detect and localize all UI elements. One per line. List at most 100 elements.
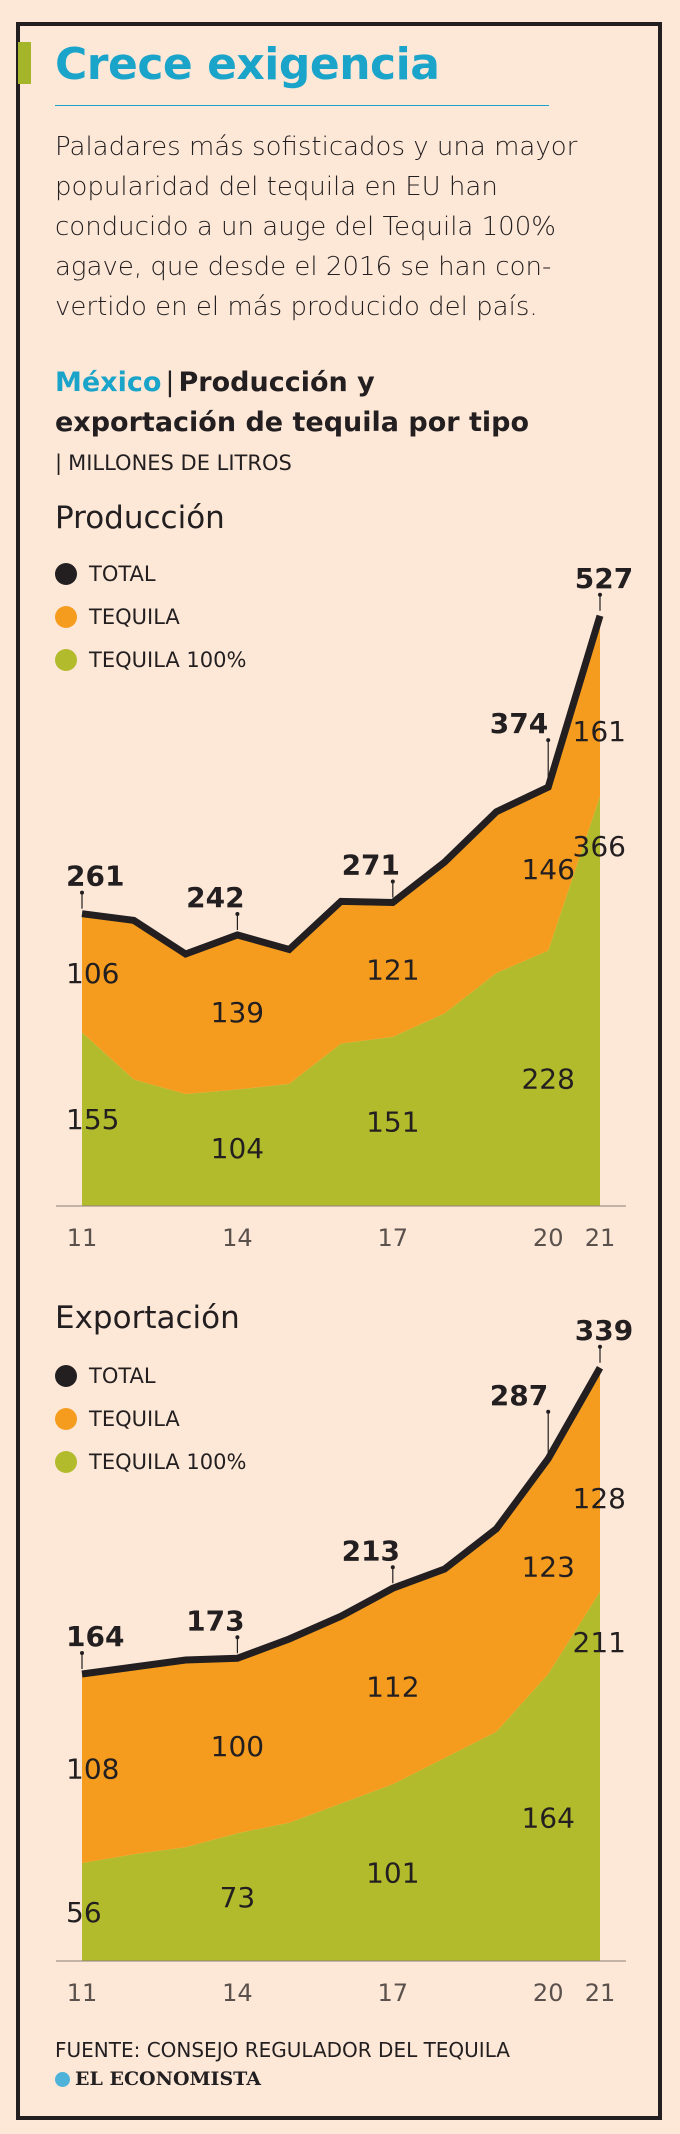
tequila-label: 123: [521, 1550, 574, 1583]
legend-label: TEQUILA 100%: [89, 1449, 247, 1474]
legend-tequila: TEQUILA: [55, 595, 246, 638]
subtitle-line-1: Producción y: [178, 367, 375, 398]
total-tick-dot: [235, 1635, 240, 1640]
legend-label: TEQUILA: [89, 604, 180, 629]
lede-line: Paladares más sofisticados y una mayor: [55, 132, 578, 162]
tequila100-label: 228: [521, 1062, 574, 1095]
tequila100-label: 164: [521, 1802, 574, 1835]
total-label: 527: [575, 562, 633, 595]
tequila-label: 139: [211, 996, 264, 1029]
total-label: 213: [342, 1534, 400, 1567]
brand-logo: EL ECONOMISTA: [55, 2068, 261, 2090]
legend-tequila: TEQUILA: [55, 1397, 246, 1440]
total-tick-dot: [546, 1409, 551, 1414]
export-legend: TOTAL TEQUILA TEQUILA 100%: [55, 1354, 246, 1483]
separator: |: [55, 451, 63, 475]
tequila100-area: [82, 1591, 600, 1961]
total-line: [81, 1366, 604, 1678]
legend-dot-tequila100: [55, 648, 77, 671]
x-tick-label: 14: [222, 1224, 253, 1252]
total-label: 374: [490, 707, 548, 740]
globe-icon: [55, 2071, 70, 2087]
x-tick-label: 21: [585, 1224, 616, 1252]
total-label: 173: [186, 1604, 244, 1637]
total-tick-dot: [546, 738, 551, 743]
total-label: 339: [575, 1314, 633, 1347]
x-tick-label: 20: [533, 1224, 564, 1252]
x-tick-label: 17: [378, 1224, 409, 1252]
total-label: 287: [490, 1379, 548, 1412]
lede-paragraph: Paladares más sofisticados y una mayor p…: [55, 127, 655, 327]
x-tick-label: 11: [67, 1979, 98, 2007]
units-text: MILLONES DE LITROS: [68, 451, 292, 475]
x-tick-label: 14: [222, 1979, 253, 2007]
legend-label: TOTAL: [89, 561, 156, 586]
tequila100-label: 101: [366, 1857, 419, 1890]
tequila-label: 146: [521, 853, 574, 886]
x-tick-label: 17: [378, 1979, 409, 2007]
total-tick-dot: [598, 592, 602, 597]
lede-line: conducido a un auge del Tequila 100%: [55, 212, 556, 242]
tequila-area: [82, 1367, 600, 1863]
tequila-label: 128: [573, 1482, 626, 1515]
export-chart: 164 173 213 287 339 108 100 112 123 128 56 73 101 164…: [56, 1314, 633, 2007]
total-label: 271: [342, 848, 400, 881]
total-tick-dot: [80, 1651, 84, 1655]
tequila-label: 121: [366, 954, 419, 987]
total-label: 242: [186, 881, 244, 914]
brand-name: EL ECONOMISTA: [75, 2068, 262, 2090]
production-title: Producción: [55, 500, 225, 536]
legend-dot-total: [55, 562, 77, 585]
lede-line: vertido en el más producido del país.: [55, 292, 538, 322]
country-label: México: [55, 367, 162, 398]
legend-total: TOTAL: [55, 1354, 246, 1397]
tequila-label: 108: [66, 1753, 119, 1786]
legend-dot-tequila100: [55, 1450, 77, 1473]
tequila100-area: [82, 796, 600, 1206]
tequila100-label: 211: [573, 1626, 626, 1659]
tequila100-label: 155: [66, 1103, 119, 1136]
tequila-label: 161: [573, 715, 626, 748]
tequila-label: 106: [66, 957, 119, 990]
legend-dot-total: [55, 1364, 77, 1387]
subtitle-line-2: exportación de tequila por tipo: [55, 407, 530, 438]
legend-dot-tequila: [55, 1407, 77, 1430]
total-tick-dot: [598, 1344, 602, 1349]
tequila-label: 112: [366, 1670, 419, 1703]
x-tick-label: 21: [585, 1979, 616, 2007]
tequila100-label: 151: [366, 1105, 419, 1138]
tequila-area: [82, 615, 600, 1094]
tequila100-label: 366: [573, 830, 626, 863]
headline: Crece exigencia: [55, 39, 440, 90]
x-tick-label: 20: [533, 1979, 564, 2007]
legend-dot-tequila: [55, 605, 77, 628]
tequila100-label: 56: [66, 1896, 102, 1929]
lede-line: popularidad del tequila en EU han: [55, 172, 498, 202]
total-tick-dot: [235, 911, 240, 916]
production-chart: 261 242 271 374 527 106 139 121 146 161 155 104 151 2…: [56, 562, 633, 1252]
tequila100-label: 73: [220, 1881, 256, 1914]
total-line: [81, 614, 604, 958]
legend-tequila100: TEQUILA 100%: [55, 638, 246, 681]
separator: |: [165, 367, 175, 398]
legend-tequila100: TEQUILA 100%: [55, 1440, 246, 1483]
export-title: Exportación: [55, 1300, 240, 1336]
x-tick-label: 11: [67, 1224, 98, 1252]
total-tick-dot: [80, 890, 84, 895]
total-tick-dot: [390, 1565, 395, 1570]
source-note: FUENTE: CONSEJO REGULADOR DEL TEQUILA: [55, 2038, 510, 2062]
legend-label: TEQUILA 100%: [89, 647, 247, 672]
total-label: 164: [66, 1620, 124, 1653]
production-legend: TOTAL TEQUILA TEQUILA 100%: [55, 552, 246, 681]
chart-subtitle: México | Producción y exportación de tequi…: [55, 363, 529, 443]
tequila100-label: 104: [211, 1132, 264, 1165]
legend-label: TOTAL: [89, 1363, 156, 1388]
units-label: | MILLONES DE LITROS: [55, 450, 292, 476]
tequila-label: 100: [211, 1730, 264, 1763]
total-tick-dot: [390, 879, 395, 884]
total-label: 261: [66, 860, 124, 893]
lede-line: agave, que desde el 2016 se han con-: [55, 252, 552, 282]
headline-rule: [55, 105, 549, 106]
infographic-frame: [16, 22, 662, 2120]
title-accent-bar: [18, 42, 31, 84]
